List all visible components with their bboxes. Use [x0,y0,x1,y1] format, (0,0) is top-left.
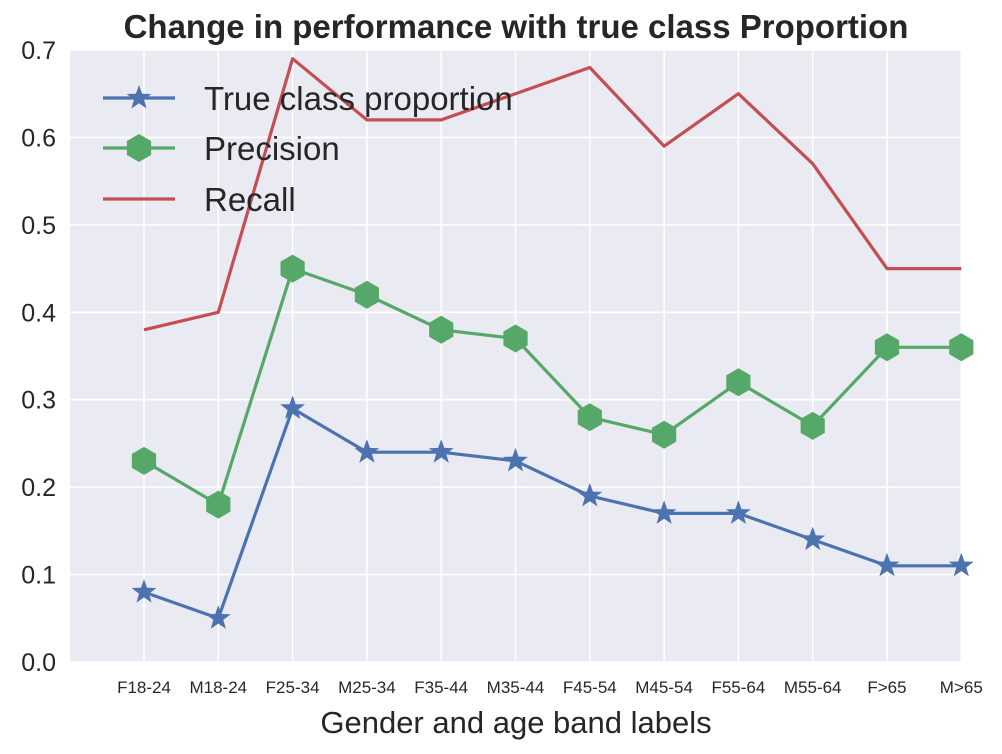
x-tick-label: M45-54 [635,678,693,697]
data-point [874,333,900,362]
data-point [800,411,825,440]
data-point [874,552,900,577]
legend-item: Recall [103,181,296,218]
legend-item: Precision [103,130,340,167]
legend-marker [126,85,152,109]
legend-item: True class proportion [103,80,513,117]
data-point [429,315,454,344]
y-tick-label: 0.0 [21,649,56,677]
y-tick-label: 0.6 [21,124,56,152]
x-tick-label: F35-44 [414,678,468,697]
legend-label: Recall [204,181,296,218]
data-point [280,395,305,419]
x-tick-label: F55-64 [711,678,765,697]
legend-marker [126,134,152,162]
data-point [577,403,602,432]
y-axis: 0.0 0.1 0.2 0.3 0.4 0.5 0.6 0.7 [21,37,56,677]
data-point [503,324,528,353]
x-tick-label: F18-24 [117,678,171,697]
data-point [651,500,677,524]
y-tick-label: 0.7 [21,37,56,65]
x-tick-label: F45-54 [563,678,617,697]
y-tick-label: 0.1 [21,562,56,590]
x-tick-label: F25-34 [266,678,320,697]
x-axis: F18-24 M18-24 F25-34 M25-34 F35-44 M35-44 F45-… [117,678,983,697]
x-axis-label: Gender and age band labels [320,705,711,740]
data-point [206,490,231,519]
legend-label: True class proportion [204,80,513,117]
data-point [800,526,826,551]
y-tick-label: 0.4 [21,299,56,327]
y-tick-label: 0.3 [21,387,56,415]
series-group [131,57,974,629]
x-tick-label: F>65 [867,678,906,697]
x-tick-label: M>65 [940,678,983,697]
chart-title: Change in performance with true class Pr… [124,8,909,45]
data-point [577,482,603,507]
series-line [143,267,962,507]
data-point [205,605,231,629]
data-point [354,280,379,309]
data-point [354,439,380,463]
data-point [503,447,528,472]
data-point [726,368,751,397]
data-point [428,439,454,463]
y-tick-label: 0.2 [21,474,56,502]
data-point [726,500,751,524]
data-point [131,446,157,475]
series-line [143,406,962,620]
x-tick-label: M18-24 [189,678,247,697]
legend-label: Precision [204,130,340,167]
data-point [280,254,305,283]
series-true-class-proportion [131,395,974,629]
data-point [652,420,677,449]
legend: True class proportion Precision Recall [103,80,513,218]
data-point [949,333,974,362]
data-point [131,579,157,603]
series-line [143,57,962,332]
series-precision [131,254,974,519]
x-tick-label: M25-34 [338,678,396,697]
data-point [948,552,974,577]
y-tick-label: 0.5 [21,212,56,240]
x-tick-label: M35-44 [487,678,545,697]
x-tick-label: M55-64 [784,678,842,697]
series-recall [143,57,962,332]
